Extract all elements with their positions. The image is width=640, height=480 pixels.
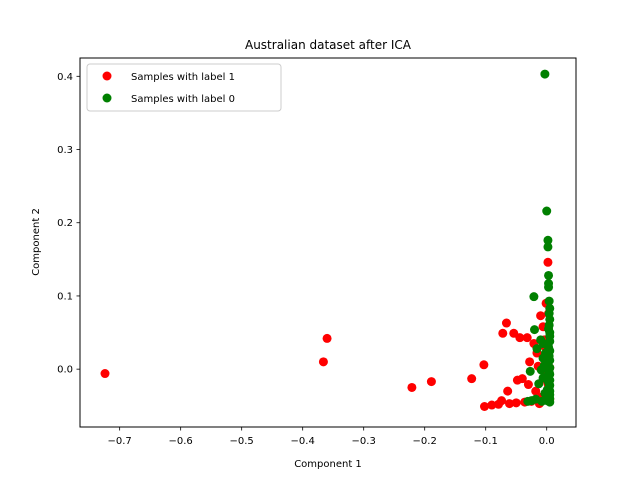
y-tick-label: 0.4 xyxy=(57,72,73,83)
data-point xyxy=(531,386,541,396)
data-point xyxy=(542,206,552,216)
data-point xyxy=(543,235,553,245)
legend: Samples with label 1 Samples with label … xyxy=(86,63,282,112)
axes-frame xyxy=(79,57,577,428)
data-point xyxy=(517,374,527,384)
data-point xyxy=(100,369,110,379)
data-point xyxy=(544,296,554,306)
data-point xyxy=(525,366,535,376)
series-samples-with-label-0 xyxy=(523,69,555,407)
x-tick-label: −0.2 xyxy=(413,436,437,447)
legend-box xyxy=(86,63,282,112)
x-tick-label: −0.7 xyxy=(108,436,132,447)
x-axis-label: Component 1 xyxy=(294,459,362,470)
y-tick-label: 0.1 xyxy=(57,291,73,302)
data-point xyxy=(503,386,513,396)
data-point xyxy=(529,292,539,302)
y-axis-label: Component 2 xyxy=(31,208,42,276)
data-point xyxy=(479,360,489,370)
x-tick-label: −0.3 xyxy=(352,436,376,447)
data-point xyxy=(532,344,542,354)
legend-entry-label-1: Samples with label 1 xyxy=(131,72,235,83)
data-point xyxy=(544,270,554,280)
data-point xyxy=(534,379,544,389)
data-point xyxy=(497,396,507,406)
legend-entry-label-0: Samples with label 0 xyxy=(131,94,235,105)
data-point xyxy=(540,69,550,79)
data-point xyxy=(467,374,477,384)
chart-title: Australian dataset after ICA xyxy=(245,38,412,52)
x-tick-label: −0.4 xyxy=(291,436,315,447)
y-tick-label: 0.3 xyxy=(57,145,73,156)
data-point xyxy=(318,357,328,367)
data-point xyxy=(407,382,417,392)
data-point xyxy=(536,365,546,375)
data-point xyxy=(322,333,332,343)
y-tick-label: 0.2 xyxy=(57,218,73,229)
x-tick-label: −0.5 xyxy=(230,436,254,447)
data-point xyxy=(426,377,436,387)
data-point xyxy=(537,396,547,406)
x-tick-label: −0.6 xyxy=(169,436,193,447)
data-point xyxy=(543,257,553,267)
data-point xyxy=(536,311,546,321)
data-point xyxy=(522,333,532,343)
data-point xyxy=(530,325,540,335)
data-point xyxy=(525,357,535,367)
data-point xyxy=(511,398,521,408)
data-points xyxy=(100,69,555,411)
data-point xyxy=(523,396,533,406)
data-point xyxy=(505,399,514,409)
data-point xyxy=(479,402,489,411)
legend-marker-label-1 xyxy=(102,71,112,81)
data-point xyxy=(523,380,533,390)
data-point xyxy=(544,282,554,292)
y-tick-label: 0.0 xyxy=(57,365,73,376)
data-point xyxy=(487,400,497,410)
data-point xyxy=(515,333,525,343)
y-axis-ticks: 0.0 0.1 0.2 0.3 0.4 xyxy=(57,72,80,376)
data-point xyxy=(501,318,511,328)
data-point xyxy=(498,328,508,338)
x-axis-ticks: −0.7 −0.6 −0.5 −0.4 −0.3 −0.2 −0.1 0.0 xyxy=(108,427,555,447)
legend-marker-label-0 xyxy=(102,93,112,103)
x-tick-label: −0.1 xyxy=(474,436,498,447)
x-tick-label: 0.0 xyxy=(539,436,555,447)
data-point xyxy=(545,397,555,407)
data-point xyxy=(543,242,553,252)
